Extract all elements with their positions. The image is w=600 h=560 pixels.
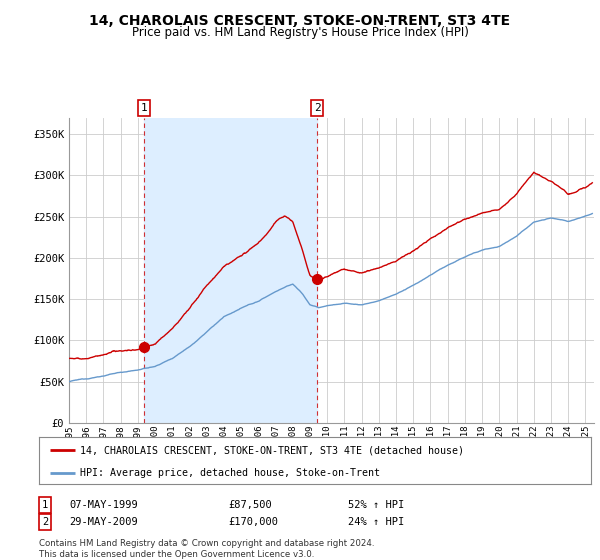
Text: £170,000: £170,000 — [228, 517, 278, 527]
Text: 14, CHAROLAIS CRESCENT, STOKE-ON-TRENT, ST3 4TE: 14, CHAROLAIS CRESCENT, STOKE-ON-TRENT, … — [89, 14, 511, 28]
Text: 29-MAY-2009: 29-MAY-2009 — [69, 517, 138, 527]
Bar — [144, 118, 317, 423]
Text: £87,500: £87,500 — [228, 500, 272, 510]
Text: 2: 2 — [314, 103, 320, 113]
Text: Price paid vs. HM Land Registry's House Price Index (HPI): Price paid vs. HM Land Registry's House … — [131, 26, 469, 39]
Text: HPI: Average price, detached house, Stoke-on-Trent: HPI: Average price, detached house, Stok… — [80, 468, 380, 478]
Text: Contains HM Land Registry data © Crown copyright and database right 2024.
This d: Contains HM Land Registry data © Crown c… — [39, 539, 374, 559]
Text: 14, CHAROLAIS CRESCENT, STOKE-ON-TRENT, ST3 4TE (detached house): 14, CHAROLAIS CRESCENT, STOKE-ON-TRENT, … — [80, 445, 464, 455]
Text: 24% ↑ HPI: 24% ↑ HPI — [348, 517, 404, 527]
Text: 1: 1 — [42, 500, 48, 510]
Text: 07-MAY-1999: 07-MAY-1999 — [69, 500, 138, 510]
Text: 1: 1 — [140, 103, 148, 113]
Text: 2: 2 — [42, 517, 48, 527]
Text: 52% ↑ HPI: 52% ↑ HPI — [348, 500, 404, 510]
